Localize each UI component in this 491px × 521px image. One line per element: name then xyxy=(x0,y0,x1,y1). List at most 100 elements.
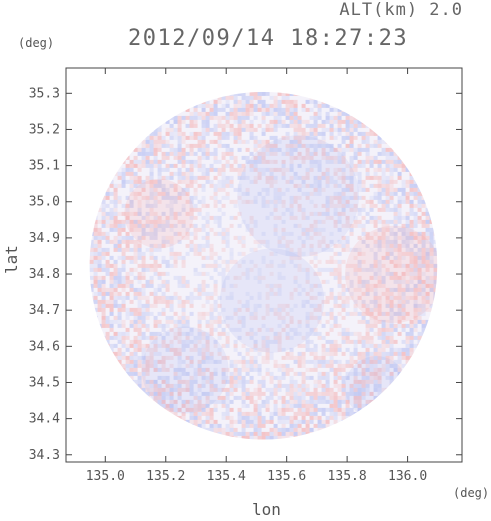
radar-cell xyxy=(329,399,334,404)
radar-cell xyxy=(309,227,314,232)
radar-cell xyxy=(101,223,106,228)
radar-cell xyxy=(361,379,366,384)
radar-cell xyxy=(225,431,230,436)
radar-cell xyxy=(297,247,302,252)
radar-cell xyxy=(317,335,322,340)
radar-cell xyxy=(421,307,426,312)
radar-cell xyxy=(89,255,94,260)
radar-cell xyxy=(189,355,194,360)
radar-cell xyxy=(389,291,394,296)
radar-cell xyxy=(157,383,162,388)
radar-cell xyxy=(177,159,182,164)
radar-cell xyxy=(389,191,394,196)
radar-cell xyxy=(165,331,170,336)
radar-cell xyxy=(389,387,394,392)
radar-cell xyxy=(297,371,302,376)
radar-cell xyxy=(421,279,426,284)
radar-cell xyxy=(261,431,266,436)
radar-cell xyxy=(201,271,206,276)
radar-cell xyxy=(209,275,214,280)
radar-cell xyxy=(241,323,246,328)
radar-cell xyxy=(349,263,354,268)
radar-cell xyxy=(265,143,270,148)
radar-cell xyxy=(261,147,266,152)
radar-cell xyxy=(293,355,298,360)
radar-cell xyxy=(133,211,138,216)
radar-cell xyxy=(157,407,162,412)
radar-cell xyxy=(233,187,238,192)
radar-cell xyxy=(261,415,266,420)
radar-cell xyxy=(149,167,154,172)
radar-cell xyxy=(137,251,142,256)
radar-cell xyxy=(277,91,282,96)
radar-cell xyxy=(413,263,418,268)
radar-cell xyxy=(277,291,282,296)
radar-cell xyxy=(173,387,178,392)
radar-cell xyxy=(281,203,286,208)
radar-cell xyxy=(333,183,338,188)
radar-cell xyxy=(265,371,270,376)
radar-cell xyxy=(417,275,422,280)
radar-cell xyxy=(245,99,250,104)
radar-cell xyxy=(241,167,246,172)
radar-cell xyxy=(149,211,154,216)
radar-cell xyxy=(101,335,106,340)
radar-cell xyxy=(245,395,250,400)
radar-cell xyxy=(101,311,106,316)
radar-cell xyxy=(265,123,270,128)
radar-cell xyxy=(201,411,206,416)
radar-cell xyxy=(125,207,130,212)
radar-cell xyxy=(321,411,326,416)
radar-cell xyxy=(213,203,218,208)
radar-cell xyxy=(337,395,342,400)
radar-cell xyxy=(313,103,318,108)
radar-cell xyxy=(373,127,378,132)
radar-cell xyxy=(133,175,138,180)
radar-cell xyxy=(393,187,398,192)
radar-cell xyxy=(289,239,294,244)
radar-cell xyxy=(133,267,138,272)
radar-cell xyxy=(377,263,382,268)
radar-cell xyxy=(277,191,282,196)
radar-cell xyxy=(133,259,138,264)
radar-cell xyxy=(293,251,298,256)
radar-cell xyxy=(297,163,302,168)
radar-cell xyxy=(353,271,358,276)
radar-cell xyxy=(229,427,234,432)
radar-cell xyxy=(257,379,262,384)
radar-cell xyxy=(381,395,386,400)
radar-cell xyxy=(113,183,118,188)
radar-cell xyxy=(269,175,274,180)
radar-cell xyxy=(393,263,398,268)
radar-cell xyxy=(245,331,250,336)
radar-cell xyxy=(121,259,126,264)
radar-cell xyxy=(229,223,234,228)
radar-cell xyxy=(305,383,310,388)
radar-cell xyxy=(185,191,190,196)
radar-cell xyxy=(329,203,334,208)
radar-cell xyxy=(305,399,310,404)
radar-cell xyxy=(221,107,226,112)
radar-cell xyxy=(249,259,254,264)
radar-cell xyxy=(157,223,162,228)
radar-cell xyxy=(117,279,122,284)
radar-cell xyxy=(237,335,242,340)
radar-cell xyxy=(329,355,334,360)
radar-cell xyxy=(197,419,202,424)
radar-cell xyxy=(329,359,334,364)
radar-cell xyxy=(329,311,334,316)
radar-cell xyxy=(141,387,146,392)
radar-cell xyxy=(249,415,254,420)
radar-cell xyxy=(381,191,386,196)
radar-cell xyxy=(265,355,270,360)
radar-cell xyxy=(289,387,294,392)
radar-cell xyxy=(333,339,338,344)
radar-cell xyxy=(205,219,210,224)
radar-cell xyxy=(329,327,334,332)
radar-cell xyxy=(233,235,238,240)
radar-cell xyxy=(205,427,210,432)
radar-cell xyxy=(197,175,202,180)
radar-cell xyxy=(101,303,106,308)
radar-cell xyxy=(277,119,282,124)
radar-cell xyxy=(137,163,142,168)
